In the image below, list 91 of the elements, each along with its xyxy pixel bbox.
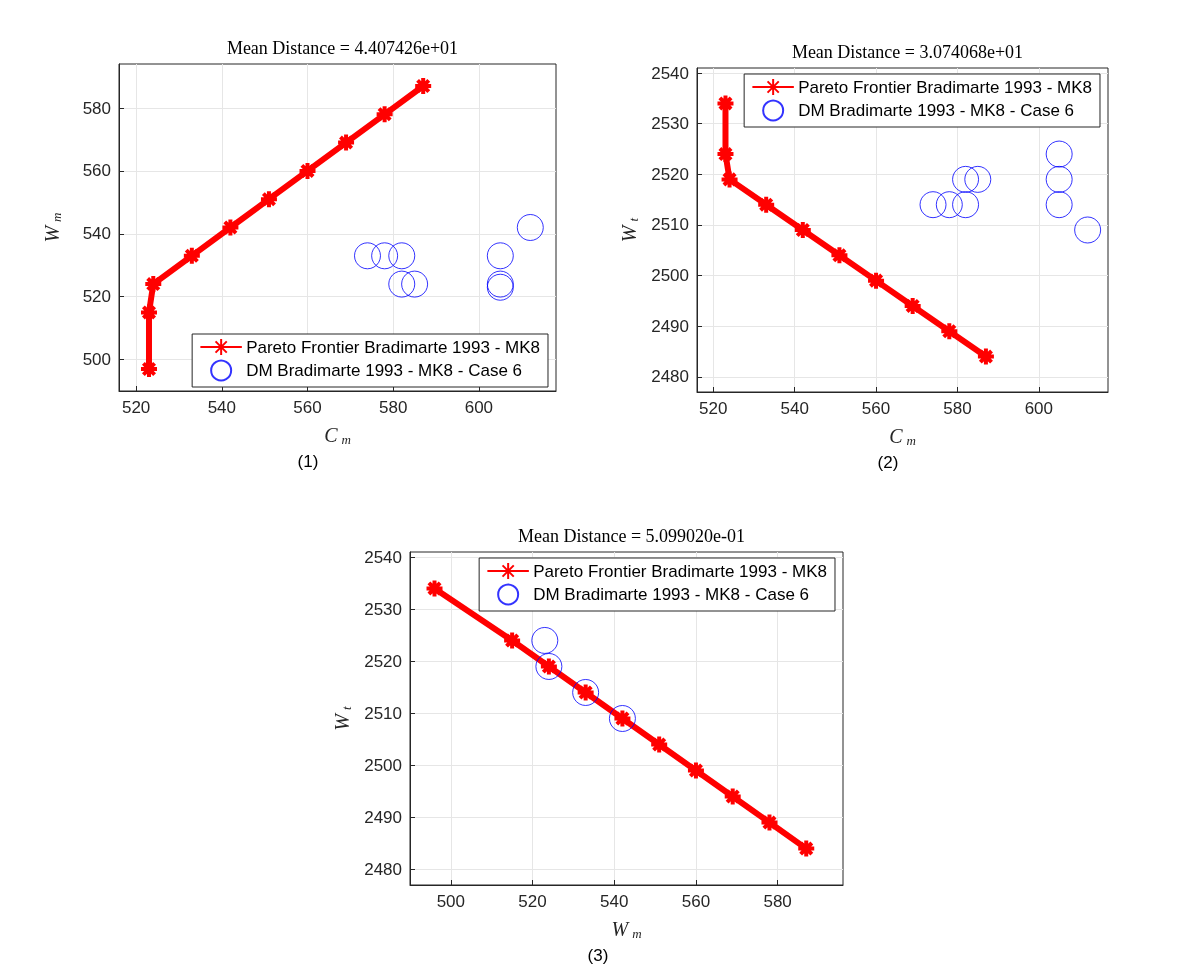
y-tick-label: 2480 <box>651 367 689 387</box>
legend-label: Pareto Frontier Bradimarte 1993 - MK8 <box>533 561 828 581</box>
x-tick-label: 520 <box>121 398 151 417</box>
point <box>413 76 434 97</box>
y-tick-label: 2540 <box>364 547 402 567</box>
x-tick-label: 560 <box>293 398 322 417</box>
point <box>1045 140 1073 168</box>
point <box>371 242 399 270</box>
point <box>1045 165 1073 193</box>
y-tick-label: 2480 <box>364 859 402 879</box>
chart-title: Mean Distance = 4.407426e+01 <box>226 38 459 58</box>
x-tick-label: 540 <box>600 892 629 911</box>
y-tick-label: 2510 <box>364 703 402 723</box>
point <box>354 242 381 270</box>
point <box>722 786 743 807</box>
point <box>220 217 241 238</box>
point <box>138 302 159 323</box>
point <box>258 189 279 210</box>
x-tick-label: 580 <box>943 399 972 418</box>
legend-label: DM Bradimarte 1993 - MK8 - Case 6 <box>246 361 523 380</box>
x-tick-label: 560 <box>861 399 891 418</box>
point <box>486 242 514 270</box>
point <box>685 760 706 781</box>
legend-label: Pareto Frontier Bradimarte 1993 - MK8 <box>246 337 541 357</box>
point <box>388 270 416 298</box>
chart-title: Mean Distance = 3.074068e+01 <box>791 42 1024 62</box>
point <box>143 274 164 295</box>
point <box>649 734 670 755</box>
y-axis-title: Wm <box>40 212 64 243</box>
point <box>759 812 780 833</box>
point <box>424 578 445 599</box>
y-tick-label: 540 <box>82 224 111 244</box>
y-tick-label: 2520 <box>364 651 402 671</box>
point <box>531 626 559 654</box>
y-tick-label: 2530 <box>651 114 689 134</box>
point <box>388 242 416 270</box>
legend-label: DM Bradimarte 1993 - MK8 - Case 6 <box>533 585 810 604</box>
text: (3) <box>587 946 609 965</box>
point <box>502 630 523 651</box>
point <box>919 191 947 219</box>
point <box>1045 191 1073 219</box>
point <box>715 144 736 165</box>
y-tick-label: 2500 <box>651 266 689 286</box>
point <box>516 214 544 241</box>
point <box>401 270 429 298</box>
legend-label: DM Bradimarte 1993 - MK8 - Case 6 <box>798 101 1075 120</box>
y-tick-label: 500 <box>82 350 111 370</box>
chart-title: Mean Distance = 5.099020e-01 <box>517 526 746 546</box>
point <box>939 321 960 342</box>
point <box>964 165 992 193</box>
y-tick-label: 2530 <box>364 599 402 619</box>
x-tick-label: 520 <box>699 399 728 418</box>
point <box>719 169 740 190</box>
y-tick-label: 520 <box>82 287 111 307</box>
point <box>796 838 817 859</box>
x-tick-label: 520 <box>518 892 547 911</box>
x-tick-label: 600 <box>1024 399 1054 418</box>
y-tick-label: 2510 <box>651 215 689 235</box>
point <box>866 270 887 291</box>
y-tick-label: 2490 <box>651 316 689 336</box>
point <box>181 245 202 266</box>
point <box>374 104 395 125</box>
y-axis-title: Wt <box>330 705 355 731</box>
y-axis-title: Wt <box>617 217 642 243</box>
point <box>952 191 980 219</box>
x-tick-label: 540 <box>780 399 809 418</box>
point <box>715 93 736 114</box>
point <box>792 220 813 240</box>
point <box>297 160 318 181</box>
legend-label: Pareto Frontier Bradimarte 1993 - MK8 <box>798 77 1093 97</box>
text: (2) <box>877 453 899 472</box>
point <box>902 295 923 316</box>
x-tick-label: 580 <box>763 892 792 911</box>
x-tick-label: 500 <box>436 892 466 911</box>
y-tick-label: 580 <box>82 98 111 118</box>
y-tick-label: 2500 <box>364 755 402 775</box>
y-tick-label: 560 <box>82 161 111 181</box>
point <box>935 191 963 219</box>
y-tick-label: 2540 <box>651 63 689 83</box>
point <box>1074 216 1102 244</box>
y-tick-label: 2490 <box>364 807 402 827</box>
x-tick-label: 540 <box>207 398 237 417</box>
point <box>975 346 996 367</box>
point <box>756 194 777 215</box>
point <box>336 132 357 153</box>
x-tick-label: 560 <box>681 892 711 911</box>
point <box>952 165 980 193</box>
point <box>829 245 850 266</box>
text: (1) <box>297 452 319 471</box>
y-tick-label: 2520 <box>651 164 689 184</box>
x-tick-label: 600 <box>464 398 494 417</box>
